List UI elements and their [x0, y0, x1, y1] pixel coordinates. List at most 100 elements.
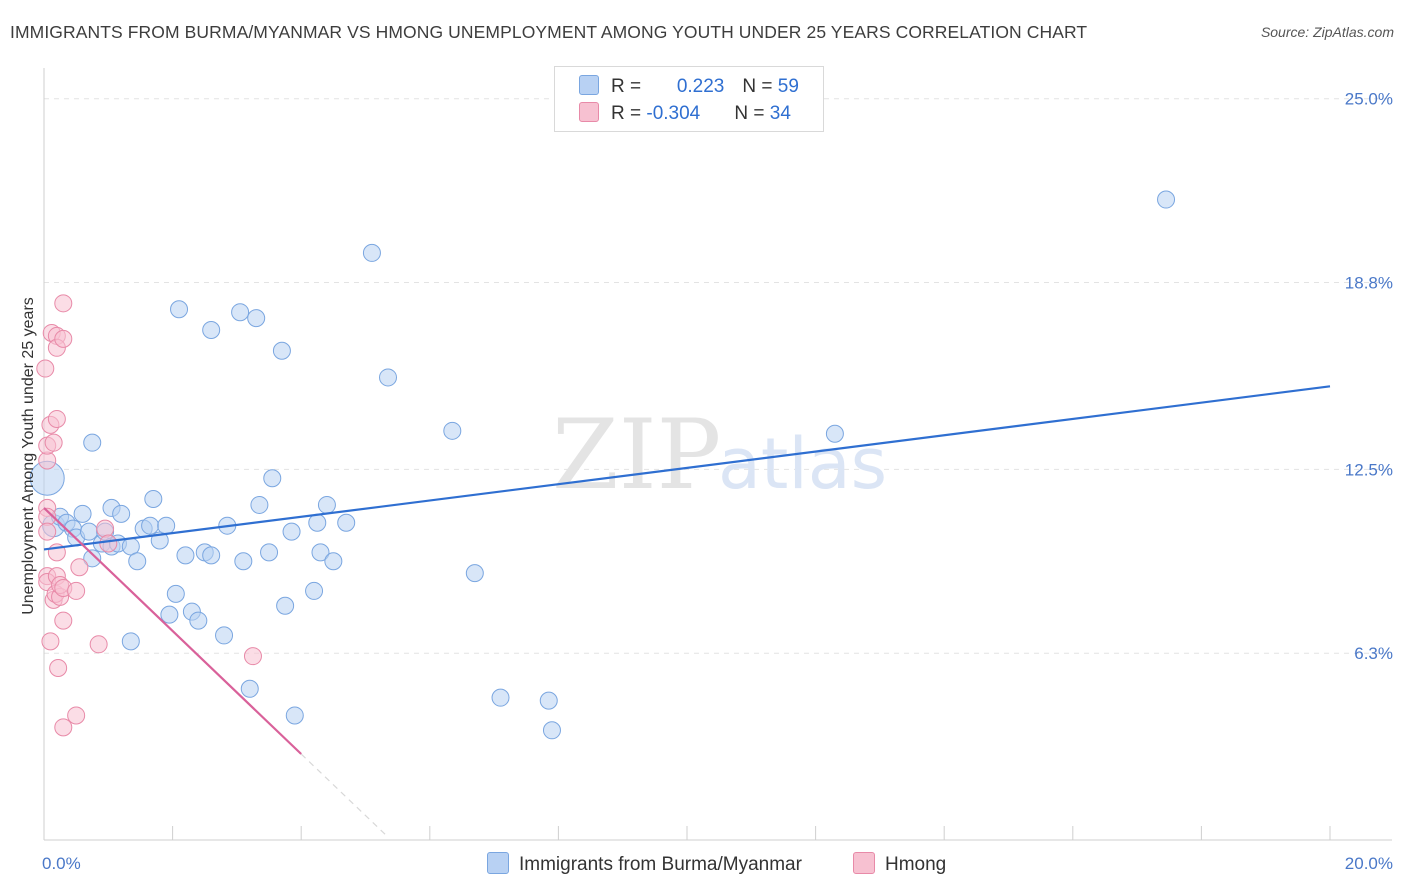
- burma-point: [308, 513, 327, 532]
- hmong-point: [54, 718, 73, 737]
- burma-point: [285, 706, 304, 725]
- burma-point: [542, 721, 561, 740]
- trend-lines: [43, 385, 1331, 838]
- burma-point: [324, 552, 343, 571]
- burma-point: [215, 626, 234, 645]
- burma-point: [121, 632, 140, 651]
- trend-line-hmong-extension: [300, 753, 389, 838]
- hmong-point: [243, 647, 262, 666]
- burma-point: [539, 691, 558, 710]
- source-prefix: Source:: [1260, 24, 1314, 40]
- burma-point: [128, 552, 147, 571]
- hmong-point: [47, 409, 66, 428]
- bottom-legend-hmong: Hmong: [853, 852, 946, 876]
- x-tick-label: 0.0%: [42, 854, 81, 873]
- bottom-legend-swatch-blue: [487, 852, 509, 874]
- hmong-point: [89, 635, 108, 654]
- series-hmong-points: [36, 294, 262, 737]
- hmong-point: [99, 534, 118, 553]
- hmong-point: [54, 611, 73, 630]
- burma-point: [112, 504, 131, 523]
- x-tick-label: 20.0%: [1345, 854, 1393, 873]
- hmong-point: [54, 294, 73, 313]
- bottom-legend-swatch-pink: [853, 852, 875, 874]
- burma-point: [202, 546, 221, 565]
- legend-n-value: 59: [777, 76, 799, 97]
- hmong-point: [36, 359, 55, 378]
- legend-swatch-pink: [579, 102, 599, 122]
- burma-point: [189, 611, 208, 630]
- burma-point: [83, 433, 102, 452]
- y-tick-label: 6.3%: [1354, 644, 1393, 663]
- burma-point: [80, 522, 99, 541]
- legend-r-value: -0.304: [646, 103, 701, 124]
- legend-n-label: N =: [742, 76, 778, 97]
- burma-point: [1157, 190, 1176, 209]
- legend-r-label: R =: [611, 76, 647, 97]
- burma-point: [250, 495, 269, 514]
- y-tick-label: 25.0%: [1345, 90, 1393, 109]
- burma-point: [144, 490, 163, 509]
- hmong-point: [67, 581, 86, 600]
- burma-point: [272, 341, 291, 360]
- legend-n-label: N =: [734, 103, 770, 124]
- hmong-point: [38, 522, 57, 541]
- burma-point: [247, 309, 266, 328]
- burma-point: [202, 321, 221, 339]
- trend-line-burma: [43, 385, 1331, 551]
- burma-point: [157, 516, 176, 535]
- hmong-point: [44, 433, 63, 452]
- legend-swatch-blue: [579, 75, 599, 95]
- trend-line-hmong: [43, 507, 302, 755]
- burma-point: [240, 679, 259, 698]
- burma-point: [263, 469, 282, 488]
- hmong-point: [49, 659, 68, 678]
- bottom-legend-label-burma: Immigrants from Burma/Myanmar: [519, 854, 802, 875]
- tick-labels: 6.3% 12.5% 18.8% 25.0% 0.0% 20.0%: [42, 90, 1393, 873]
- legend-row-burma: R = 0.223 N = 59: [579, 75, 799, 99]
- burma-point: [176, 546, 195, 565]
- legend-row-hmong: R = -0.304 N = 34: [579, 102, 791, 126]
- burma-point: [825, 424, 844, 443]
- source-credit: Source: ZipAtlas.com: [1261, 24, 1394, 40]
- burma-point: [362, 243, 381, 262]
- watermark-atlas: atlas: [718, 423, 887, 505]
- burma-point: [160, 605, 179, 624]
- hmong-point: [70, 558, 89, 577]
- burma-point: [379, 368, 398, 387]
- burma-point: [443, 421, 462, 440]
- watermark-zip: ZIP: [552, 399, 721, 511]
- burma-point: [234, 552, 253, 571]
- legend-r-value: 0.223: [676, 76, 725, 97]
- watermark: ZIP atlas: [552, 399, 887, 511]
- burma-point: [491, 688, 510, 707]
- chart-title: IMMIGRANTS FROM BURMA/MYANMAR VS HMONG U…: [10, 22, 1088, 42]
- legend-n-value: 34: [769, 103, 791, 124]
- burma-point: [141, 516, 160, 535]
- burma-point: [311, 543, 330, 562]
- burma-point: [317, 495, 336, 514]
- burma-point: [282, 522, 301, 541]
- bottom-legend-label-hmong: Hmong: [885, 854, 947, 875]
- burma-point: [170, 300, 189, 319]
- hmong-point: [41, 632, 60, 651]
- y-tick-label: 12.5%: [1345, 460, 1393, 479]
- burma-point: [83, 549, 102, 568]
- y-tick-label: 18.8%: [1345, 274, 1393, 293]
- legend-r-label: R =: [611, 103, 647, 124]
- gridlines: [44, 98, 1392, 654]
- burma-point: [465, 564, 484, 583]
- burma-point: [260, 543, 279, 562]
- burma-point: [276, 596, 295, 615]
- burma-point: [231, 303, 250, 322]
- y-axis-label: Unemployment Among Youth under 25 years: [20, 297, 37, 615]
- burma-point: [337, 513, 356, 532]
- bottom-legend-burma: Immigrants from Burma/Myanmar: [487, 852, 802, 876]
- source-name: ZipAtlas.com: [1313, 24, 1394, 40]
- hmong-point: [54, 329, 73, 348]
- burma-point: [166, 584, 185, 603]
- correlation-legend: R = 0.223 N = 59 R = -0.304 N = 34: [554, 66, 824, 132]
- burma-point: [73, 504, 92, 523]
- hmong-point: [96, 519, 115, 538]
